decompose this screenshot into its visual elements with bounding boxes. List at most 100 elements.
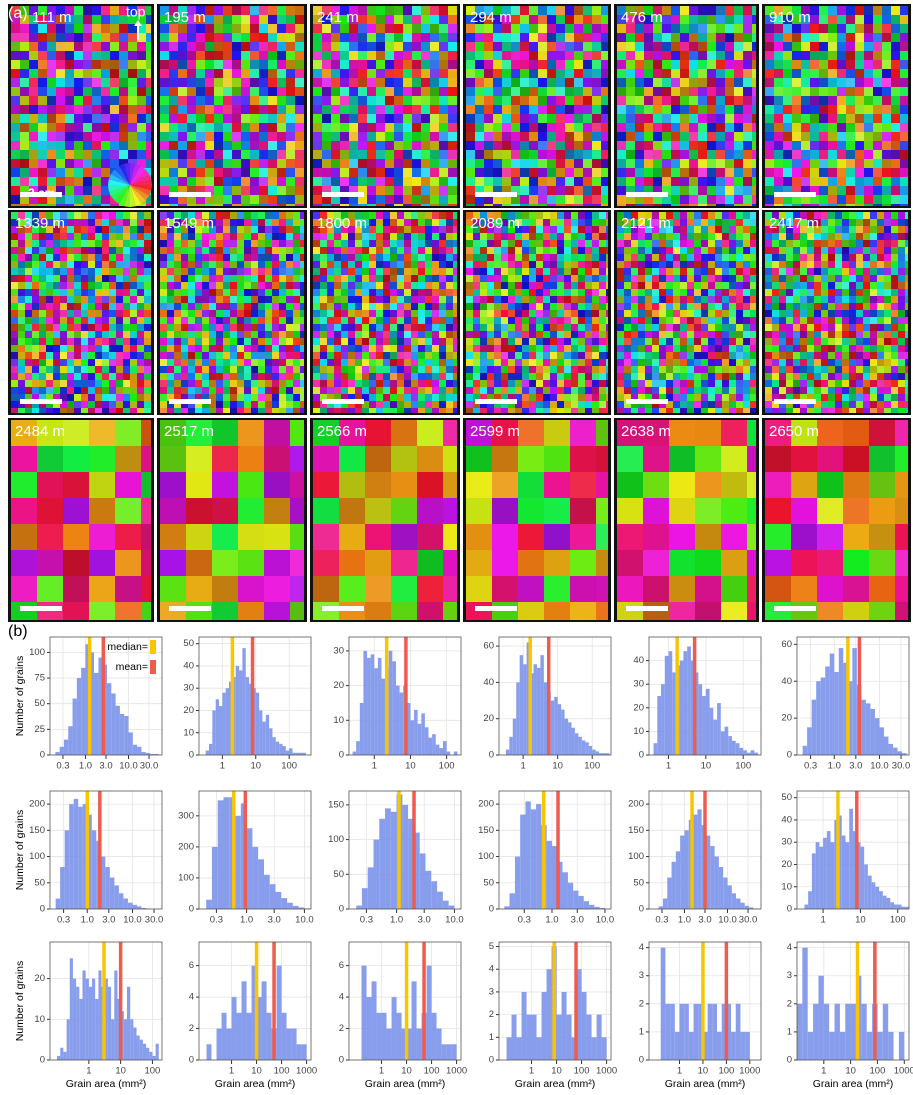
grain <box>277 159 286 168</box>
grain <box>258 268 265 275</box>
grain <box>383 373 390 380</box>
grain <box>701 275 708 282</box>
grain <box>32 303 39 310</box>
grain <box>689 186 698 195</box>
grain <box>11 394 18 401</box>
grain <box>550 366 557 373</box>
grain <box>47 42 56 51</box>
grain <box>529 69 538 78</box>
grain <box>74 60 83 69</box>
grain <box>181 324 188 331</box>
grain <box>556 69 565 78</box>
grain <box>873 150 882 159</box>
grain <box>216 296 223 303</box>
grain <box>538 42 547 51</box>
grain <box>313 373 320 380</box>
grain <box>707 42 716 51</box>
grain <box>123 387 130 394</box>
grain <box>403 42 412 51</box>
grain <box>592 105 601 114</box>
grain <box>251 282 258 289</box>
grain <box>83 186 92 195</box>
grain <box>376 33 385 42</box>
grain <box>25 352 32 359</box>
grain <box>617 33 626 42</box>
grain <box>418 240 425 247</box>
grain <box>160 254 167 261</box>
grain <box>60 275 67 282</box>
grain <box>680 212 687 219</box>
grain <box>652 240 659 247</box>
grain <box>327 212 334 219</box>
grain <box>334 408 341 413</box>
grain <box>383 338 390 345</box>
grain <box>223 168 232 177</box>
grain <box>453 289 457 296</box>
grain <box>300 219 304 226</box>
grain <box>258 310 265 317</box>
grain <box>645 282 652 289</box>
grain <box>128 78 137 87</box>
grain <box>376 296 383 303</box>
grain <box>265 296 272 303</box>
grain <box>397 387 404 394</box>
grain <box>774 6 783 15</box>
grain <box>11 345 18 352</box>
grain <box>223 78 232 87</box>
grain <box>383 226 390 233</box>
grain <box>67 219 74 226</box>
grain <box>390 254 397 261</box>
grain <box>119 15 128 24</box>
grain <box>109 373 116 380</box>
grain <box>65 33 74 42</box>
grain <box>666 317 673 324</box>
grain <box>101 42 110 51</box>
grain <box>635 24 644 33</box>
grain <box>502 132 511 141</box>
grain <box>722 303 729 310</box>
grain <box>174 352 181 359</box>
grain <box>205 6 214 15</box>
grain <box>53 296 60 303</box>
grain <box>56 168 65 177</box>
grain <box>167 219 174 226</box>
grain <box>585 310 592 317</box>
grain <box>349 114 358 123</box>
grain <box>716 33 725 42</box>
grain <box>810 42 819 51</box>
grain <box>20 60 29 69</box>
grain <box>209 338 216 345</box>
grain <box>102 268 109 275</box>
depth-label: 195 m <box>164 9 206 26</box>
grain <box>137 60 146 69</box>
grain <box>209 345 216 352</box>
grain <box>487 282 494 289</box>
grain <box>403 123 412 132</box>
grain <box>708 226 715 233</box>
grain <box>196 123 205 132</box>
grain <box>223 387 230 394</box>
grain <box>638 275 645 282</box>
grain <box>11 42 20 51</box>
grain <box>550 324 557 331</box>
grain <box>529 114 538 123</box>
grain <box>251 289 258 296</box>
grain <box>116 289 123 296</box>
grain <box>564 310 571 317</box>
grain <box>95 387 102 394</box>
grain <box>38 15 47 24</box>
grain <box>547 6 556 15</box>
grain <box>556 177 565 186</box>
grain <box>550 331 557 338</box>
grain <box>286 359 293 366</box>
grain <box>425 338 432 345</box>
grain <box>130 254 137 261</box>
grain <box>205 186 214 195</box>
grain <box>251 275 258 282</box>
grain <box>397 240 404 247</box>
grain <box>652 226 659 233</box>
grain <box>334 310 341 317</box>
grain <box>295 195 304 204</box>
grain <box>564 296 571 303</box>
grain <box>425 331 432 338</box>
